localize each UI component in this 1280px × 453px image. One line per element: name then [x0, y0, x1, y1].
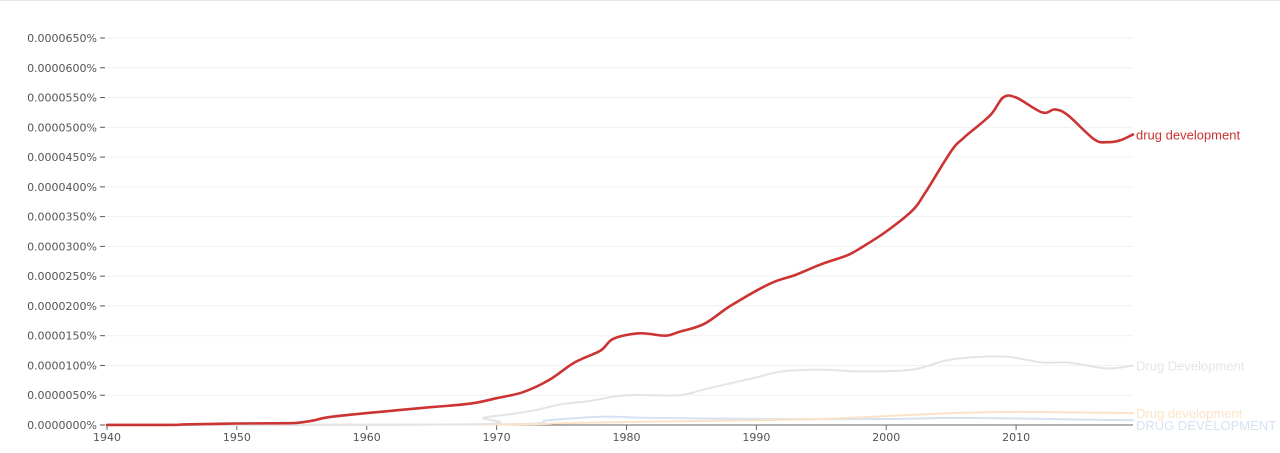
x-tick-label: 1980 [612, 431, 640, 444]
y-tick-label: 0.0000500% [27, 121, 97, 134]
series-label-0: drug development [1136, 127, 1240, 142]
series-labels: drug development Drug Development Drug dev… [1136, 127, 1276, 433]
y-tick-label: 0.0000150% [27, 330, 97, 343]
series-lines [105, 94, 1135, 427]
x-tick-label: 1940 [93, 431, 121, 444]
y-tick-label: 0.0000650% [27, 32, 97, 45]
x-tick-label: 1970 [483, 431, 511, 444]
y-tick-label: 0.0000450% [27, 151, 97, 164]
series-label-1: Drug Development [1136, 358, 1245, 373]
series-line-drug-development-1 [106, 355, 1134, 427]
y-axis: 0.0000650% 0.0000600% 0.0000550% 0.0000500%… [27, 32, 105, 432]
x-tick-label: 1950 [223, 431, 251, 444]
series-line-drug-development-2 [106, 410, 1134, 426]
x-tick-label: 2010 [1002, 431, 1030, 444]
x-tick-label: 1990 [742, 431, 770, 444]
y-tick-label: 0.0000000% [27, 419, 97, 432]
y-tick-label: 0.0000350% [27, 211, 97, 224]
x-tick-label: 1960 [353, 431, 381, 444]
y-tick-label: 0.0000200% [27, 300, 97, 313]
series-label-2: Drug development [1136, 406, 1243, 421]
y-tick-label: 0.0000600% [27, 62, 97, 75]
y-tick-label: 0.0000100% [27, 359, 97, 372]
y-tick-label: 0.0000550% [27, 92, 97, 105]
top-divider [0, 0, 1280, 1]
y-tick-label: 0.0000050% [27, 389, 97, 402]
x-tick-label: 2000 [872, 431, 900, 444]
x-axis: 1940 1950 1960 1970 1980 1990 2000 2010 [93, 424, 1133, 444]
y-tick-label: 0.0000300% [27, 240, 97, 253]
series-label-3: DRUG DEVELOPMENT [1136, 418, 1276, 433]
gridlines [107, 37, 1133, 396]
series-line-drug-development-0 [105, 94, 1135, 427]
y-tick-label: 0.0000400% [27, 181, 97, 194]
y-tick-label: 0.0000250% [27, 270, 97, 283]
